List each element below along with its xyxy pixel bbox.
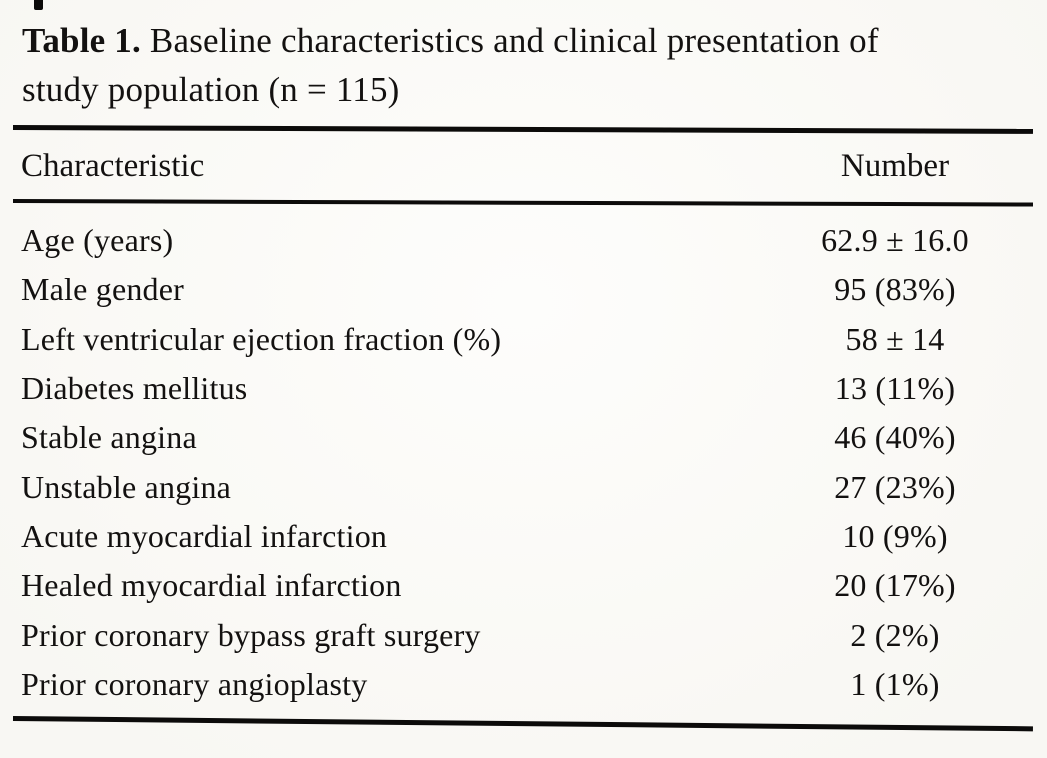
- table-caption-text-line2: study population (n = 115): [22, 70, 400, 109]
- characteristic-cell: Diabetes mellitus: [21, 370, 248, 407]
- table-row: Unstable angina 27 (23%): [0, 462, 1047, 511]
- table-row: Healed myocardial infarction 20 (17%): [0, 561, 1047, 610]
- table-caption-text-line1: Baseline characteristics and clinical pr…: [140, 21, 879, 60]
- characteristic-cell: Prior coronary bypass graft surgery: [21, 616, 481, 653]
- characteristic-cell: Acute myocardial infarction: [21, 517, 388, 554]
- table-row: Male gender 95 (83%): [0, 265, 1047, 314]
- header-rule: [12, 199, 1034, 207]
- table-row: Left ventricular ejection fraction (%) 5…: [0, 315, 1047, 364]
- top-rule: [12, 125, 1034, 134]
- table-row: Age (years) 62.9 ± 16.0: [0, 216, 1047, 265]
- table-caption-label: Table 1.: [22, 21, 141, 60]
- number-cell: 46 (40%): [834, 419, 956, 456]
- number-cell: 62.9 ± 16.0: [821, 222, 969, 259]
- header-number: Number: [840, 147, 950, 184]
- number-cell: 2 (2%): [850, 616, 940, 653]
- table-body: Age (years) 62.9 ± 16.0 Male gender 95 (…: [0, 216, 1047, 709]
- number-cell: 27 (23%): [834, 468, 956, 505]
- table-row: Acute myocardial infarction 10 (9%): [0, 512, 1047, 561]
- characteristic-cell: Age (years): [21, 222, 174, 259]
- characteristic-cell: Prior coronary angioplasty: [21, 665, 368, 702]
- table-header-row: Characteristic Number: [0, 138, 1047, 194]
- number-cell: 20 (17%): [834, 567, 956, 604]
- table-caption: Table 1. Baseline characteristics and cl…: [22, 16, 1036, 114]
- characteristic-cell: Healed myocardial infarction: [21, 567, 402, 604]
- number-cell: 95 (83%): [834, 271, 956, 308]
- table-row: Prior coronary angioplasty 1 (1%): [0, 660, 1047, 709]
- scan-artifact-mark: [34, 0, 43, 10]
- number-cell: 10 (9%): [842, 517, 948, 554]
- number-cell: 13 (11%): [834, 370, 956, 407]
- bottom-rule: [12, 716, 1033, 732]
- characteristic-cell: Unstable angina: [21, 468, 232, 505]
- number-cell: 58 ± 14: [845, 320, 945, 357]
- header-characteristic: Characteristic: [21, 147, 205, 184]
- table-row: Prior coronary bypass graft surgery 2 (2…: [0, 610, 1047, 659]
- characteristic-cell: Left ventricular ejection fraction (%): [21, 320, 502, 357]
- table-row: Diabetes mellitus 13 (11%): [0, 364, 1047, 413]
- number-cell: 1 (1%): [850, 665, 940, 702]
- characteristic-cell: Male gender: [21, 271, 185, 308]
- characteristic-cell: Stable angina: [21, 419, 197, 456]
- table-row: Stable angina 46 (40%): [0, 413, 1047, 462]
